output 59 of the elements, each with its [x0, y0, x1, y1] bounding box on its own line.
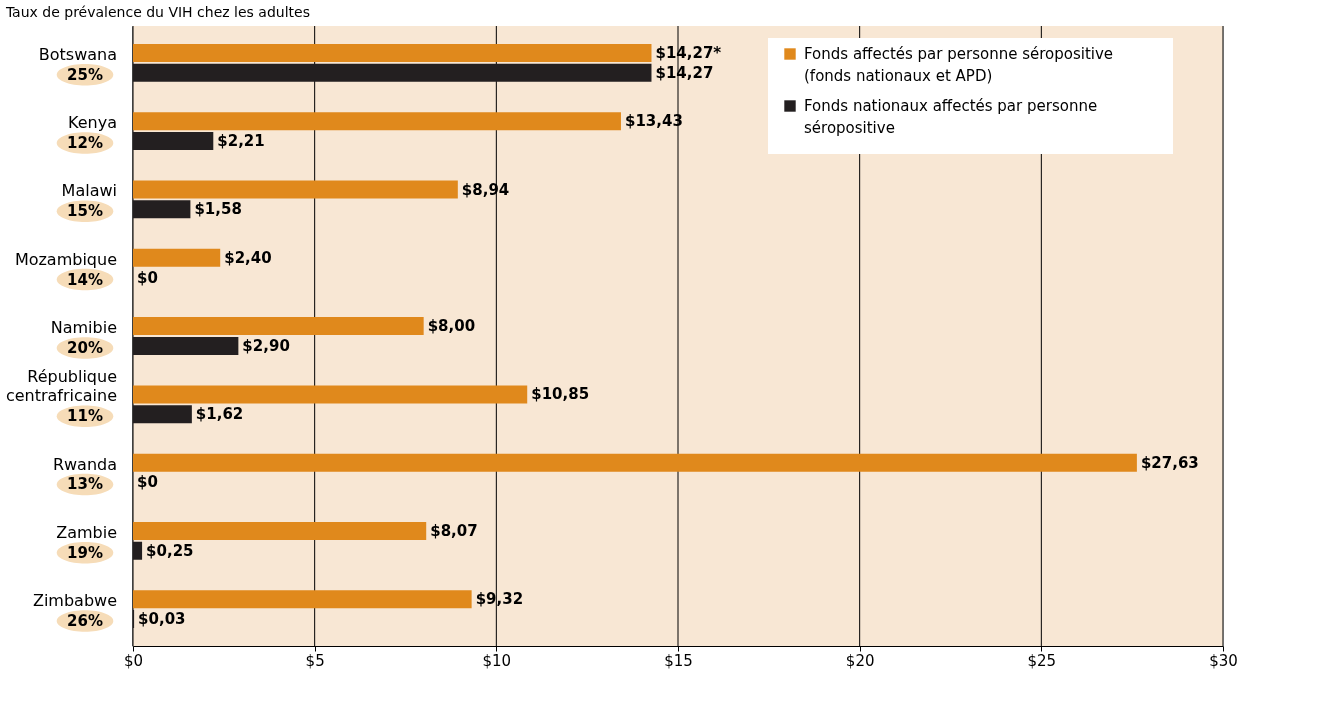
x-tick-label: $5: [305, 651, 325, 670]
x-tick-label: $20: [845, 651, 875, 670]
x-tick-label: $15: [664, 651, 693, 670]
y-tick-label: Mozambique: [14, 249, 117, 269]
data-label: $0,03: [138, 610, 186, 629]
y-tick-label: Zambie: [56, 522, 117, 542]
data-label: $27,63: [1140, 453, 1199, 472]
text: 20%: [67, 338, 103, 357]
data-label: $0,25: [146, 541, 194, 560]
bar: [133, 521, 427, 540]
data-label: $2,90: [242, 336, 290, 355]
data-label: $2,40: [224, 248, 272, 267]
x-tick-label: $0: [123, 651, 144, 670]
bar: [133, 132, 214, 151]
y-tick-label: République centrafricaine: [5, 367, 117, 406]
x-tick-label: $10: [482, 651, 512, 670]
x-tick-label: $25: [1027, 651, 1057, 670]
data-label: $14,27: [655, 63, 714, 82]
y-tick-label: Kenya: [68, 113, 117, 133]
x-tick-label: $30: [1209, 651, 1238, 670]
bar: [133, 180, 458, 199]
y-tick-label: Namibie: [50, 318, 117, 337]
legend-label: Fonds nationaux affectés par personne séropositive: [804, 97, 1098, 137]
bar: [133, 112, 621, 131]
y-tick-label: Zimbabwe: [32, 591, 117, 611]
data-label: $8,07: [430, 521, 478, 540]
y-tick-label: Botswana: [38, 44, 117, 64]
text: 25%: [67, 65, 103, 84]
y-axis-title: Taux de prévalence du VIH chez les adultes: [4, 3, 310, 20]
data-label: $13,43: [624, 112, 683, 131]
data-label: $0: [137, 473, 158, 492]
bar: [133, 248, 221, 267]
bar: [133, 385, 528, 404]
bar: [133, 541, 143, 560]
y-tick-label: Rwanda: [52, 454, 117, 474]
bar: [133, 590, 472, 609]
text: 15%: [67, 202, 103, 221]
bar: [133, 453, 1137, 472]
text: 12%: [67, 134, 103, 153]
data-label: $10,85: [531, 385, 590, 404]
text: 26%: [67, 612, 103, 631]
text: 19%: [67, 543, 103, 562]
bar: [133, 405, 192, 424]
data-label: $0: [137, 268, 158, 287]
data-label: $14,27*: [655, 43, 722, 62]
bar: [133, 63, 652, 82]
data-label: $1,62: [195, 405, 244, 424]
text: 13%: [67, 475, 103, 494]
legend-label: Fonds affectés par personne séropositive (fonds nationaux et APD): [804, 45, 1114, 85]
bar: [133, 317, 424, 336]
text: 14%: [67, 270, 103, 289]
bar: [133, 200, 191, 219]
bar: [133, 43, 652, 62]
data-label: $1,58: [194, 200, 242, 219]
data-label: $8,00: [427, 317, 476, 336]
data-label: $2,21: [217, 132, 265, 151]
y-tick-label: Malawi: [61, 181, 117, 201]
bar: [133, 336, 239, 355]
text: 11%: [67, 407, 103, 426]
